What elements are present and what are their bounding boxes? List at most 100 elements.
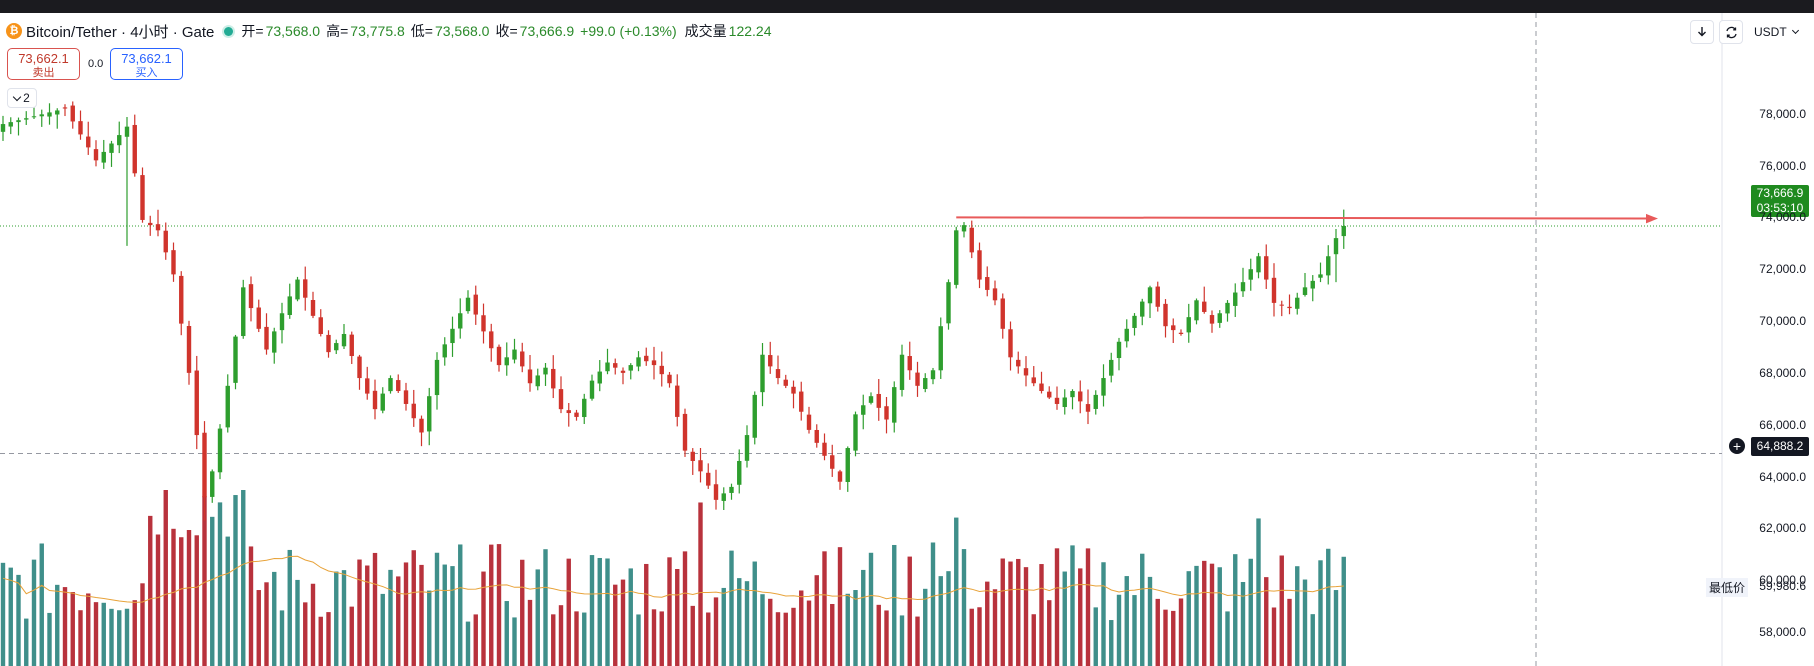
- volume-bar: [1333, 590, 1339, 666]
- buy-price: 73,662.1: [121, 51, 172, 66]
- symbol-title[interactable]: Bitcoin/Tether · 4小时 · Gate: [26, 23, 215, 41]
- volume-bar: [582, 612, 587, 666]
- indicators-toggle[interactable]: 2: [7, 88, 37, 108]
- volume-bar: [1070, 545, 1075, 666]
- candle-body: [744, 435, 750, 461]
- candle-body: [775, 369, 781, 379]
- add-alert-plus-icon[interactable]: +: [1729, 438, 1745, 454]
- candle-body: [1318, 274, 1323, 278]
- volume-bar: [1178, 598, 1184, 666]
- buy-label: 买入: [135, 67, 158, 79]
- candle-body: [349, 334, 354, 357]
- candle-body: [1287, 306, 1292, 309]
- sell-price: 73,662.1: [18, 51, 69, 66]
- chevron-down-icon: [1791, 26, 1799, 35]
- candle-body: [0, 124, 6, 132]
- y-tick-label: 64,000.0: [1759, 469, 1806, 484]
- volume-bar: [194, 535, 199, 666]
- volume-bar: [8, 567, 13, 666]
- high-value: 73,775.8: [350, 23, 405, 39]
- volume-bar: [303, 602, 308, 666]
- candle-body: [504, 357, 509, 366]
- volume-bar: [217, 502, 223, 666]
- volume-bar: [349, 606, 354, 666]
- volume-bar: [1326, 548, 1331, 666]
- candle-body: [1178, 332, 1184, 334]
- candle-body: [729, 486, 734, 493]
- candle-body: [1147, 287, 1153, 304]
- candle-body: [752, 394, 757, 438]
- candle-body: [256, 307, 261, 329]
- sell-button[interactable]: 73,662.1 卖出: [7, 48, 80, 80]
- volume-bar: [225, 536, 230, 666]
- candle-body: [132, 124, 137, 174]
- candle-body: [1008, 329, 1013, 358]
- volume-bar: [752, 561, 757, 666]
- open-label: 开=: [241, 23, 264, 39]
- volume-bar: [171, 528, 176, 666]
- candle-body: [109, 143, 114, 153]
- volume-bar: [520, 559, 525, 666]
- candle-body: [442, 344, 447, 358]
- volume-bar: [1054, 548, 1060, 666]
- candle-body: [411, 403, 416, 419]
- candle-body: [31, 116, 37, 118]
- volume-bar: [411, 550, 416, 666]
- volume-bar: [124, 608, 130, 666]
- volume-bar: [1116, 594, 1122, 666]
- candle-body: [1194, 300, 1199, 321]
- candle-body: [791, 386, 796, 394]
- candle-body: [427, 396, 432, 432]
- volume-bar: [365, 565, 370, 666]
- candle-body: [659, 365, 664, 375]
- volume-bar: [659, 611, 664, 666]
- download-button[interactable]: [1690, 20, 1714, 44]
- y-tick-label: 78,000.0: [1759, 106, 1806, 121]
- crosshair-price-tag: 64,888.2: [1751, 437, 1809, 456]
- candle-body: [388, 378, 393, 392]
- volume-bar: [179, 537, 184, 666]
- volume-bar: [961, 549, 967, 666]
- candle-body: [24, 118, 29, 120]
- volume-bar: [1155, 598, 1160, 666]
- candle-body: [845, 448, 850, 482]
- candle-body: [365, 378, 370, 394]
- y-tick-label: 72,000.0: [1759, 262, 1806, 277]
- volume-bar: [1318, 560, 1323, 666]
- candle-body: [535, 375, 540, 387]
- volume-bar: [1147, 576, 1153, 666]
- volume-bar: [837, 547, 843, 666]
- candlestick-chart[interactable]: [0, 13, 1814, 666]
- candle-body: [1248, 269, 1253, 280]
- volume-bar: [628, 568, 633, 666]
- volume-bar: [775, 612, 781, 666]
- currency-select[interactable]: USDT: [1752, 22, 1810, 42]
- volume-bar: [47, 612, 52, 666]
- candle-body: [241, 287, 246, 337]
- y-tick-label: 68,000.0: [1759, 365, 1806, 380]
- volume-bar: [357, 559, 362, 666]
- candle-body: [341, 333, 347, 347]
- candle-body: [512, 349, 517, 360]
- volume-bar: [1233, 554, 1238, 666]
- volume-bar: [1016, 558, 1021, 666]
- volume-bar: [1062, 571, 1067, 666]
- candle-body: [334, 343, 339, 351]
- candle-body: [1186, 317, 1191, 333]
- candle-body: [357, 356, 362, 379]
- volume-bar: [527, 599, 533, 666]
- volume-bar: [853, 590, 858, 666]
- volume-bar: [1047, 600, 1052, 666]
- candle-body: [566, 410, 571, 414]
- volume-bar: [419, 564, 424, 666]
- candle-body: [884, 406, 889, 420]
- volume-bar: [1194, 565, 1199, 666]
- buy-button[interactable]: 73,662.1 买入: [110, 48, 183, 80]
- candle-body: [1109, 359, 1114, 376]
- refresh-button[interactable]: [1719, 20, 1743, 44]
- candle-body: [419, 418, 424, 433]
- volume-bar: [799, 590, 804, 666]
- candle-body: [450, 328, 455, 344]
- candle-body: [1209, 315, 1215, 324]
- volume-bar: [806, 600, 812, 666]
